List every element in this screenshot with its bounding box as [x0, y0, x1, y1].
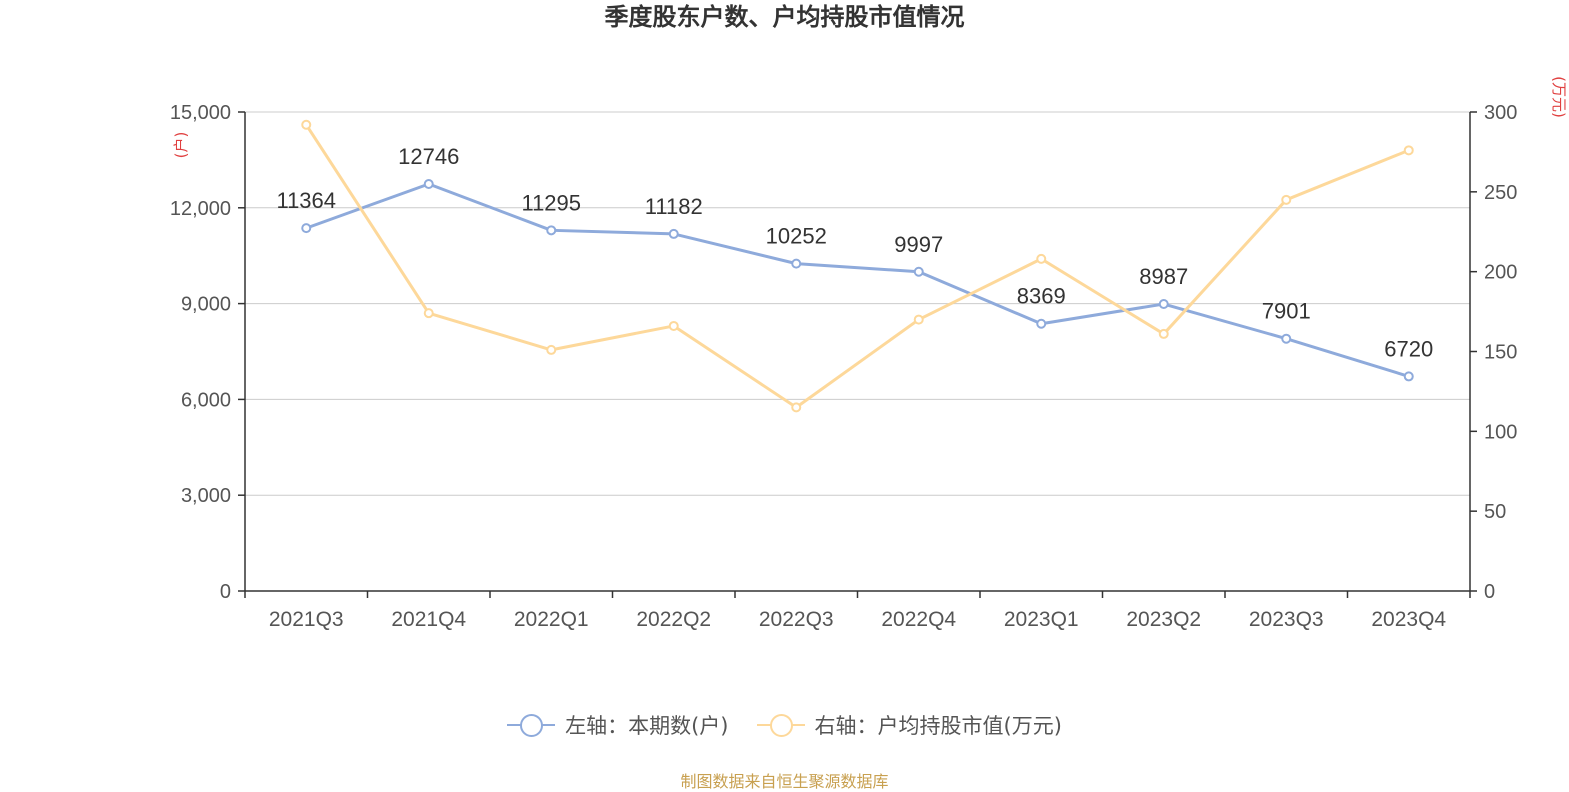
right-axis-tick-label: 200 [1484, 262, 1517, 284]
data-label: 7901 [1262, 299, 1311, 324]
data-point [423, 178, 434, 189]
series [301, 119, 1414, 413]
x-axis-tick-label: 2022Q3 [759, 608, 834, 631]
legend-item-avg-market-value[interactable]: 右轴：户均持股市值(万元) [756, 710, 1062, 740]
data-point [546, 344, 557, 355]
left-axis-unit-label: (户) [172, 132, 190, 159]
right-axis-tick-label: 0 [1484, 581, 1495, 603]
data-point [913, 314, 924, 325]
grid-lines [245, 111, 1470, 496]
data-point [1281, 194, 1292, 205]
x-axis-tick-label: 2023Q1 [1004, 608, 1079, 631]
data-label: 9997 [894, 232, 943, 257]
left-axis-tick-label: 3,000 [181, 485, 231, 507]
x-axis-tick-label: 2023Q2 [1126, 608, 1201, 631]
data-label: 8369 [1017, 284, 1066, 309]
right-axis-tick-label: 150 [1484, 342, 1517, 364]
data-point [1158, 328, 1169, 339]
data-point [301, 223, 312, 234]
data-point [1403, 371, 1414, 382]
right-axis-tick-label: 50 [1484, 501, 1506, 523]
series-line-1 [304, 123, 1410, 409]
x-axis-tick-label: 2022Q4 [881, 608, 956, 631]
legend-line-circle-icon [507, 710, 556, 740]
data-point [1036, 318, 1047, 329]
data-label: 6720 [1384, 336, 1433, 361]
legend: 左轴：本期数(户) 右轴：户均持股市值(万元) [0, 710, 1569, 740]
data-point [791, 402, 802, 413]
right-axis-unit-label: (万元) [1550, 76, 1568, 118]
data-point [1281, 333, 1292, 344]
legend-line-circle-icon [756, 710, 805, 740]
data-point [791, 258, 802, 269]
left-axis-tick-label: 9,000 [181, 294, 231, 316]
legend-label-avg-market-value: 右轴：户均持股市值(万元) [814, 714, 1062, 738]
legend-label-households: 左轴：本期数(户) [565, 714, 729, 738]
chart-title: 季度股东户数、户均持股市值情况 [604, 3, 965, 31]
x-axis-tick-label: 2021Q3 [269, 608, 344, 631]
data-point [301, 119, 312, 130]
data-point [1403, 145, 1414, 156]
data-label: 10252 [766, 224, 827, 249]
data-labels: 11364 12746 11295 11182 10252 9997 8369 8987 790… [276, 144, 1433, 361]
data-source-note: 制图数据来自恒生聚源数据库 [680, 772, 889, 791]
left-axis-tick-label: 12,000 [170, 198, 231, 220]
series-line-0 [305, 182, 1410, 378]
x-axis-tick-label: 2023Q4 [1371, 608, 1446, 631]
x-axis-tick-label: 2022Q2 [636, 608, 711, 631]
data-label: 8987 [1139, 264, 1188, 289]
data-point [423, 308, 434, 319]
chart-canvas: 0 3,000 6,000 9,000 12,000 15,000 0 50 100 150 200… [170, 76, 1568, 631]
data-point [913, 266, 924, 277]
axes: 0 3,000 6,000 9,000 12,000 15,000 0 50 100 150 200… [170, 76, 1568, 631]
legend-item-households[interactable]: 左轴：本期数(户) [507, 710, 729, 740]
data-label: 12746 [398, 144, 459, 169]
data-label: 11295 [521, 190, 581, 215]
right-axis-tick-label: 300 [1484, 102, 1517, 124]
left-axis-tick-label: 15,000 [170, 102, 231, 124]
x-axis-tick-label: 2022Q1 [514, 608, 589, 631]
x-axis-tick-label: 2023Q3 [1249, 608, 1324, 631]
right-axis-tick-label: 100 [1484, 421, 1517, 443]
data-point [546, 225, 557, 236]
x-axis-tick-label: 2021Q4 [391, 608, 466, 631]
data-point [1158, 299, 1169, 310]
data-point [668, 320, 679, 331]
data-point [1036, 253, 1047, 264]
data-point [668, 228, 679, 239]
right-axis-tick-label: 250 [1484, 182, 1517, 204]
left-axis-tick-label: 0 [220, 581, 231, 603]
left-axis-tick-label: 6,000 [181, 389, 231, 411]
data-label: 11182 [645, 194, 703, 219]
data-label: 11364 [276, 188, 336, 213]
